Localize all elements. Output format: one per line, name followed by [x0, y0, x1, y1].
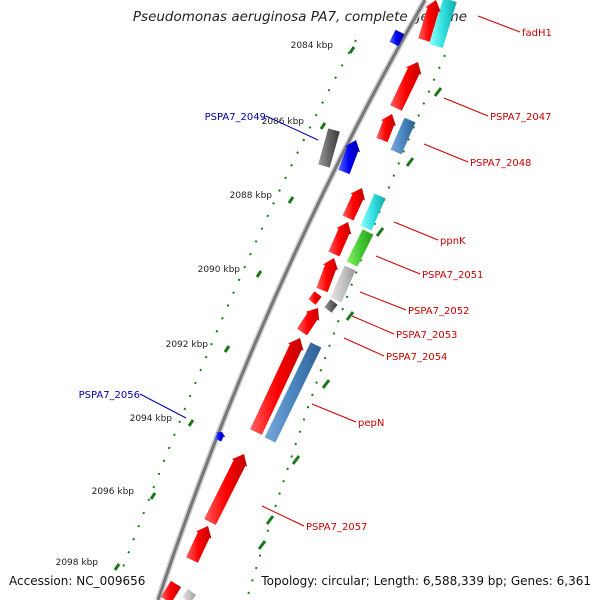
gene-label: pepN [358, 418, 384, 429]
tick-mark [348, 46, 356, 54]
gene-block-pspa7-2049-grey [318, 128, 340, 168]
label-leader [139, 393, 187, 419]
inner-tick-mark [291, 455, 301, 465]
inner-tick-mark [257, 540, 267, 550]
tick-label: 2096 kbp [92, 487, 135, 497]
tick-label: 2088 kbp [230, 191, 273, 201]
gene-block-pspa7-2057 [204, 454, 248, 525]
gene-block-pspa7-2047 [390, 62, 422, 111]
gene-track [160, 0, 457, 600]
label-leader [443, 97, 489, 117]
label-leader [311, 403, 357, 423]
gene-label: PSPA7_2049 [205, 112, 266, 123]
gene-block-cyan-top [429, 0, 457, 49]
genome-backbone-line [156, 0, 427, 600]
tick-label: 2092 kbp [166, 340, 209, 350]
inner-tick-mark [433, 87, 443, 97]
tick-label: 2086 kbp [262, 117, 305, 127]
gene-block-pepn [264, 342, 322, 443]
gene-block-ppnk-red [342, 188, 366, 221]
gene-block-pspa7-2054 [297, 308, 320, 336]
inner-tick-mark [375, 227, 385, 237]
inner-tick-mark [321, 379, 331, 389]
gene-label: PSPA7_2047 [490, 112, 551, 123]
tick-mark [223, 345, 231, 353]
tick-labels: 2084 kbp 2086 kbp 2088 kbp 2090 kbp 2092 kbp… [56, 41, 443, 571]
genome-backbone [155, 0, 428, 600]
gene-block-bottom-red2 [160, 580, 182, 600]
label-leader [393, 221, 439, 241]
label-leader [261, 505, 305, 527]
gene-label: PSPA7_2053 [396, 330, 457, 341]
gene-block-2052-red [316, 258, 338, 293]
gene-block-ppnk [360, 193, 386, 231]
tick-label: 2084 kbp [291, 41, 334, 51]
gene-block-pspa7-2048b [390, 117, 416, 155]
gene-label: PSPA7_2052 [408, 306, 469, 317]
tick-label: 2090 kbp [198, 265, 241, 275]
gene-block-pspa7-2053 [324, 299, 338, 313]
tick-dotted-ring [121, 39, 357, 571]
label-leader [375, 255, 421, 275]
inner-tick-mark [405, 157, 415, 167]
tick-mark [187, 419, 195, 427]
tick-mark [287, 196, 295, 204]
gene-label: ppnK [440, 236, 466, 247]
gene-label: PSPA7_2054 [386, 352, 447, 363]
gene-block-pspa7-2051 [346, 229, 374, 267]
gene-block-2051-red [328, 222, 352, 257]
accession-text: Accession: NC_009656 [9, 574, 146, 588]
tick-label: 2094 kbp [130, 414, 173, 424]
gene-block-pspa7-2049 [338, 140, 360, 175]
gene-block-reverse-top [389, 29, 405, 47]
label-leaders [139, 15, 521, 527]
label-leader [351, 315, 395, 335]
tick-mark [319, 122, 327, 130]
tick-mark [113, 563, 121, 571]
label-leader [423, 143, 469, 163]
tick-label: 2098 kbp [56, 558, 99, 568]
gene-label: PSPA7_2057 [306, 522, 367, 533]
inner-dotted-ring [247, 54, 446, 596]
gene-block-pspa7-2052 [330, 265, 356, 303]
label-leader [477, 15, 521, 33]
gene-block-pspa7-2048a [376, 114, 396, 143]
inner-tick-mark [265, 515, 275, 525]
label-leader [359, 291, 407, 311]
gene-label: PSPA7_2051 [422, 270, 483, 281]
gene-label: fadH1 [522, 28, 552, 39]
gene-block-fadh1 [418, 0, 441, 42]
map-title: Pseudomonas aeruginosa PA7, complete gen… [132, 9, 468, 25]
gene-block-bottom-red [186, 526, 212, 563]
tick-mark [149, 492, 157, 500]
inner-tick-mark [345, 311, 355, 321]
gene-block-small-red [308, 291, 322, 305]
gene-block-pepn-red [250, 338, 304, 435]
tick-mark [255, 270, 263, 278]
gene-labels: fadH1 PSPA7_2047 PSPA7_2048 ppnK PSPA7_2051 P… [79, 28, 552, 533]
gene-block-pspa7-2056 [214, 432, 226, 442]
topology-text: Topology: circular; Length: 6,588,339 bp… [261, 574, 591, 588]
gene-label: PSPA7_2048 [470, 158, 531, 169]
gene-label: PSPA7_2056 [79, 390, 140, 401]
label-leader [343, 337, 385, 357]
gene-block-bottom-grey [182, 589, 196, 600]
label-leader [265, 115, 319, 141]
